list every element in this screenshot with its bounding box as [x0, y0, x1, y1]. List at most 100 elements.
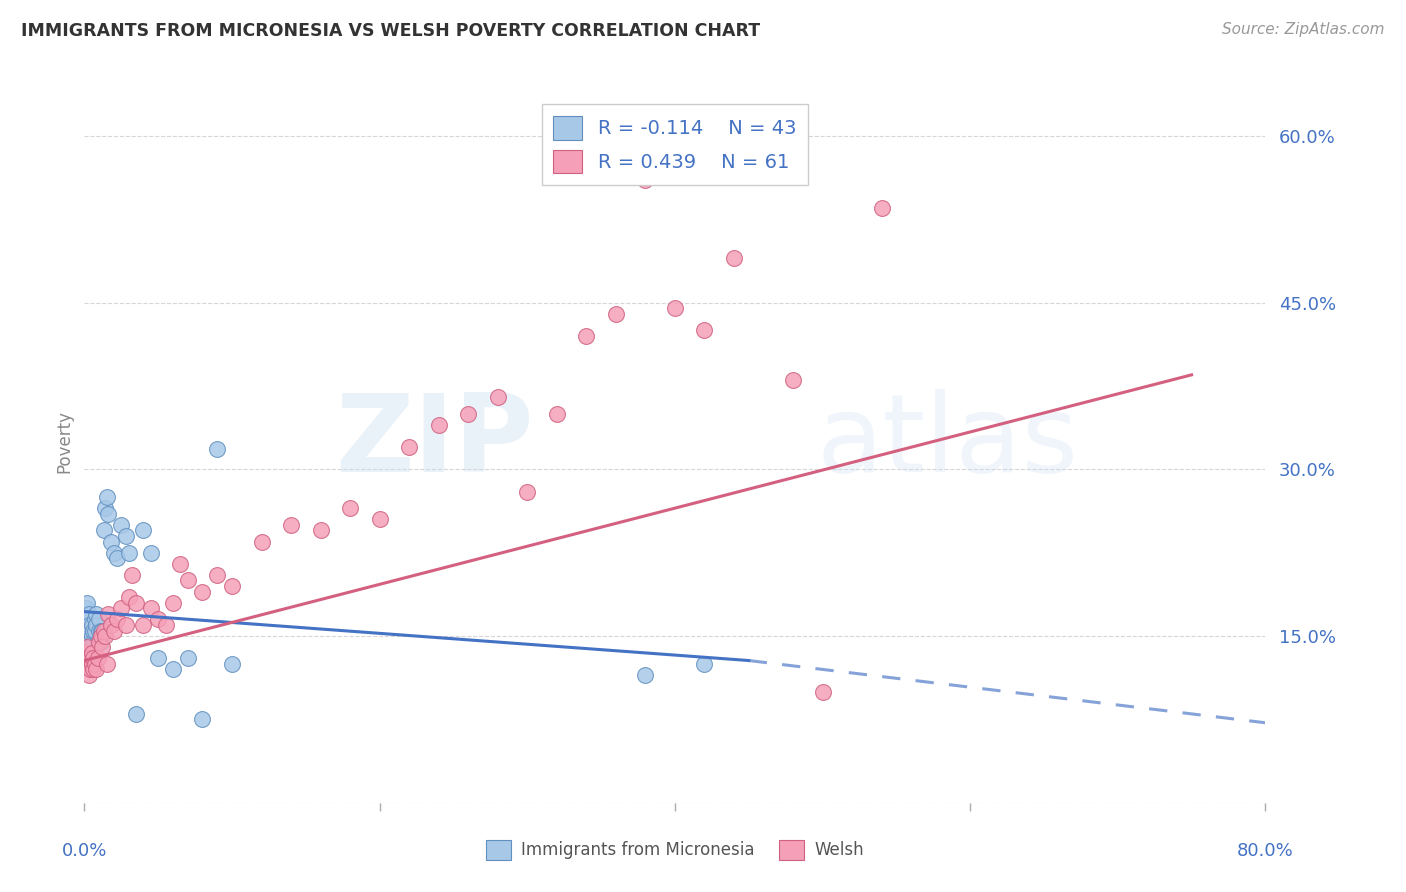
Point	[207, 442, 229, 457]
Point	[91, 624, 114, 638]
Point	[84, 607, 107, 621]
Point	[84, 662, 107, 676]
Point	[457, 407, 479, 421]
Point	[90, 624, 112, 638]
Point	[82, 662, 104, 676]
Point	[162, 596, 184, 610]
Point	[91, 640, 114, 655]
Point	[80, 629, 103, 643]
Point	[97, 507, 120, 521]
Point	[693, 657, 716, 671]
Point	[114, 529, 136, 543]
Point	[87, 634, 111, 648]
Point	[75, 601, 97, 615]
Text: 80.0%: 80.0%	[1237, 842, 1294, 860]
Point	[77, 668, 100, 682]
Point	[693, 323, 716, 337]
Point	[723, 251, 745, 265]
Point	[752, 128, 775, 143]
Point	[121, 568, 143, 582]
Point	[132, 524, 155, 538]
Point	[100, 618, 122, 632]
Point	[250, 534, 273, 549]
Point	[177, 651, 200, 665]
Point	[309, 524, 332, 538]
Point	[80, 657, 103, 671]
Point	[782, 373, 804, 387]
Point	[368, 512, 391, 526]
Point	[97, 607, 120, 621]
Point	[105, 551, 128, 566]
Legend: Immigrants from Micronesia, Welsh: Immigrants from Micronesia, Welsh	[479, 833, 870, 867]
Point	[118, 590, 141, 604]
Text: 0.0%: 0.0%	[62, 842, 107, 860]
Point	[86, 651, 108, 665]
Point	[398, 440, 420, 454]
Point	[103, 624, 125, 638]
Point	[79, 651, 101, 665]
Point	[191, 713, 214, 727]
Point	[83, 624, 105, 638]
Point	[80, 646, 103, 660]
Text: atlas: atlas	[817, 389, 1078, 494]
Point	[118, 546, 141, 560]
Point	[80, 618, 103, 632]
Point	[100, 534, 122, 549]
Point	[486, 390, 509, 404]
Point	[93, 624, 115, 638]
Point	[90, 629, 112, 643]
Point	[79, 634, 101, 648]
Point	[280, 517, 302, 532]
Point	[575, 329, 598, 343]
Point	[77, 618, 100, 632]
Point	[82, 634, 104, 648]
Y-axis label: Poverty: Poverty	[55, 410, 73, 473]
Point	[75, 646, 97, 660]
Point	[516, 484, 538, 499]
Point	[207, 568, 229, 582]
Point	[96, 490, 118, 504]
Point	[76, 596, 98, 610]
Point	[339, 501, 361, 516]
Point	[82, 651, 104, 665]
Text: ZIP: ZIP	[335, 389, 533, 494]
Point	[870, 201, 893, 215]
Point	[125, 706, 148, 721]
Point	[79, 624, 101, 638]
Point	[634, 173, 657, 187]
Point	[96, 657, 118, 671]
Text: IMMIGRANTS FROM MICRONESIA VS WELSH POVERTY CORRELATION CHART: IMMIGRANTS FROM MICRONESIA VS WELSH POVE…	[21, 22, 761, 40]
Point	[811, 684, 834, 698]
Point	[177, 574, 200, 588]
Point	[110, 517, 132, 532]
Point	[162, 662, 184, 676]
Point	[77, 607, 100, 621]
Point	[427, 417, 450, 432]
Point	[221, 657, 243, 671]
Point	[105, 612, 128, 626]
Point	[148, 612, 170, 626]
Point	[114, 618, 136, 632]
Point	[605, 307, 627, 321]
Point	[76, 640, 98, 655]
Point	[139, 601, 162, 615]
Point	[77, 624, 100, 638]
Point	[86, 634, 108, 648]
Point	[82, 624, 104, 638]
Point	[79, 662, 101, 676]
Point	[94, 501, 117, 516]
Point	[93, 524, 115, 538]
Point	[125, 596, 148, 610]
Point	[87, 612, 111, 626]
Point	[83, 612, 105, 626]
Point	[132, 618, 155, 632]
Point	[634, 668, 657, 682]
Point	[103, 546, 125, 560]
Point	[191, 584, 214, 599]
Point	[76, 612, 98, 626]
Point	[83, 657, 105, 671]
Point	[110, 601, 132, 615]
Point	[94, 629, 117, 643]
Point	[169, 557, 191, 571]
Point	[90, 634, 112, 648]
